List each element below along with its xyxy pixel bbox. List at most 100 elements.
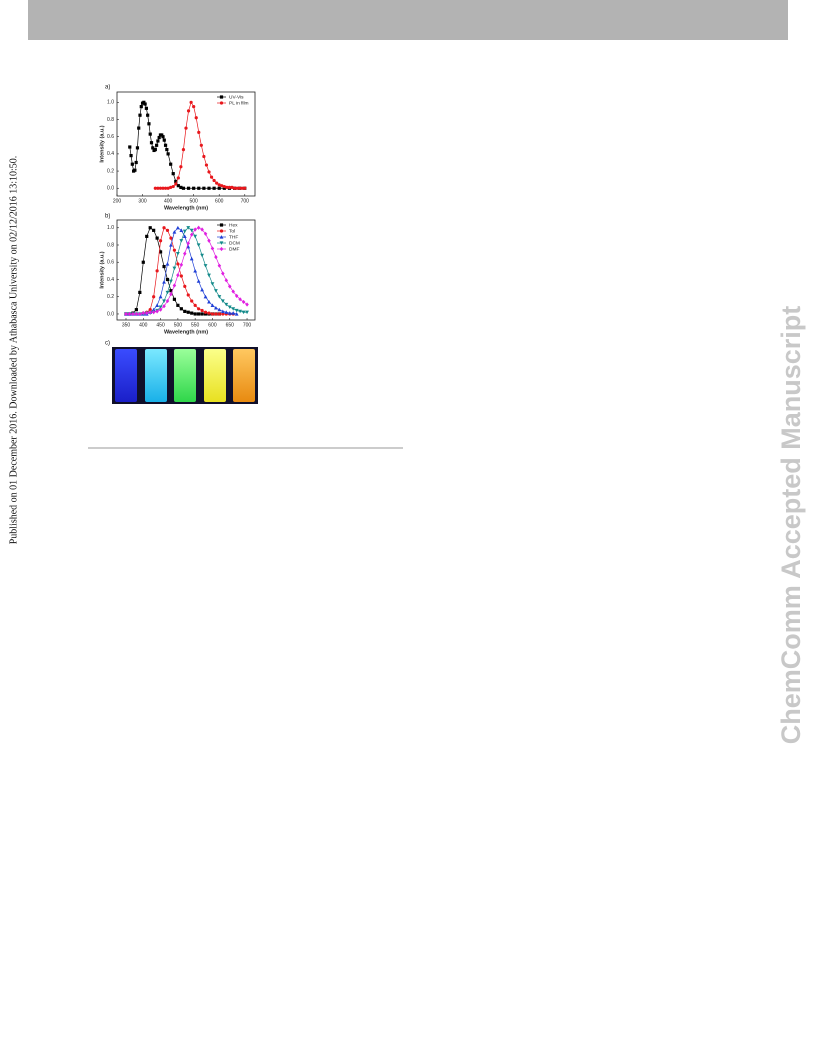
marker bbox=[176, 262, 180, 266]
marker bbox=[235, 186, 239, 190]
marker bbox=[172, 297, 177, 301]
marker bbox=[169, 162, 173, 166]
marker bbox=[155, 269, 159, 273]
marker bbox=[197, 312, 201, 316]
marker bbox=[158, 305, 163, 309]
marker bbox=[186, 310, 190, 314]
marker bbox=[134, 160, 138, 165]
legend-label: DCM bbox=[229, 240, 240, 246]
marker bbox=[207, 273, 211, 278]
marker bbox=[186, 226, 191, 230]
marker bbox=[165, 298, 170, 304]
marker bbox=[219, 229, 224, 233]
marker bbox=[147, 122, 151, 126]
marker bbox=[213, 289, 218, 293]
marker bbox=[144, 106, 148, 110]
marker bbox=[245, 302, 249, 307]
marker bbox=[169, 243, 173, 247]
marker bbox=[203, 264, 208, 268]
marker bbox=[165, 277, 170, 282]
marker bbox=[190, 299, 194, 303]
marker bbox=[212, 186, 216, 190]
marker bbox=[165, 262, 170, 266]
y-axis-title: Intensity (a.u.) bbox=[99, 125, 105, 162]
marker bbox=[190, 311, 194, 315]
marker bbox=[221, 312, 225, 316]
marker bbox=[156, 186, 160, 190]
marker bbox=[165, 290, 170, 295]
marker bbox=[200, 253, 205, 258]
marker bbox=[128, 145, 132, 149]
marker bbox=[169, 289, 173, 293]
marker bbox=[160, 133, 164, 137]
legend-label: UV-Vis bbox=[229, 94, 244, 100]
marker bbox=[193, 312, 197, 316]
marker bbox=[245, 310, 249, 315]
marker bbox=[175, 225, 180, 230]
marker bbox=[207, 311, 211, 315]
marker bbox=[241, 299, 246, 304]
marker bbox=[207, 170, 211, 174]
marker bbox=[220, 309, 225, 313]
marker bbox=[203, 310, 208, 314]
marker bbox=[227, 311, 232, 315]
marker bbox=[162, 280, 166, 284]
marker bbox=[171, 172, 175, 176]
marker bbox=[199, 143, 203, 147]
marker bbox=[197, 186, 201, 190]
marker bbox=[179, 165, 183, 169]
marker bbox=[225, 185, 229, 190]
marker bbox=[142, 100, 146, 104]
marker bbox=[240, 186, 244, 190]
marker bbox=[231, 311, 236, 315]
marker bbox=[169, 236, 173, 240]
y-tick-label: 0.2 bbox=[107, 168, 114, 174]
marker bbox=[148, 310, 152, 315]
marker bbox=[155, 143, 159, 147]
marker bbox=[175, 252, 180, 256]
marker bbox=[243, 186, 247, 190]
marker bbox=[169, 185, 173, 190]
marker bbox=[145, 234, 149, 238]
marker bbox=[238, 186, 242, 190]
marker bbox=[172, 230, 177, 234]
marker bbox=[200, 227, 204, 232]
marker bbox=[166, 152, 170, 156]
marker bbox=[207, 299, 211, 304]
marker bbox=[192, 105, 196, 109]
marker bbox=[230, 185, 234, 190]
marker bbox=[158, 307, 163, 312]
marker bbox=[224, 302, 229, 307]
marker bbox=[158, 186, 163, 190]
marker bbox=[162, 264, 166, 269]
x-axis-title: Wavelength (nm) bbox=[164, 329, 208, 335]
marker bbox=[197, 130, 201, 134]
marker bbox=[232, 186, 237, 190]
marker bbox=[217, 295, 222, 299]
panel-label: c) bbox=[105, 341, 110, 347]
marker bbox=[183, 251, 187, 256]
plot-frame bbox=[116, 91, 256, 197]
marker bbox=[171, 184, 175, 189]
marker bbox=[158, 239, 163, 243]
marker bbox=[189, 256, 194, 261]
marker bbox=[219, 101, 224, 105]
marker bbox=[162, 138, 166, 142]
x-tick-label: 350 bbox=[122, 322, 131, 328]
marker bbox=[139, 105, 143, 109]
marker bbox=[193, 303, 197, 307]
vial-photo bbox=[112, 347, 258, 404]
marker bbox=[200, 312, 204, 316]
x-tick-label: 400 bbox=[139, 322, 148, 328]
y-tick-label: 0.8 bbox=[107, 117, 114, 123]
x-tick-label: 400 bbox=[164, 198, 173, 204]
legend-label: Hex bbox=[229, 222, 238, 228]
marker bbox=[203, 312, 208, 316]
marker bbox=[137, 126, 141, 130]
marker bbox=[202, 154, 206, 159]
marker bbox=[176, 184, 180, 188]
x-tick-label: 700 bbox=[241, 198, 250, 204]
marker bbox=[212, 178, 216, 183]
legend-label: DMF bbox=[229, 246, 239, 252]
x-tick-label: 650 bbox=[226, 322, 235, 328]
